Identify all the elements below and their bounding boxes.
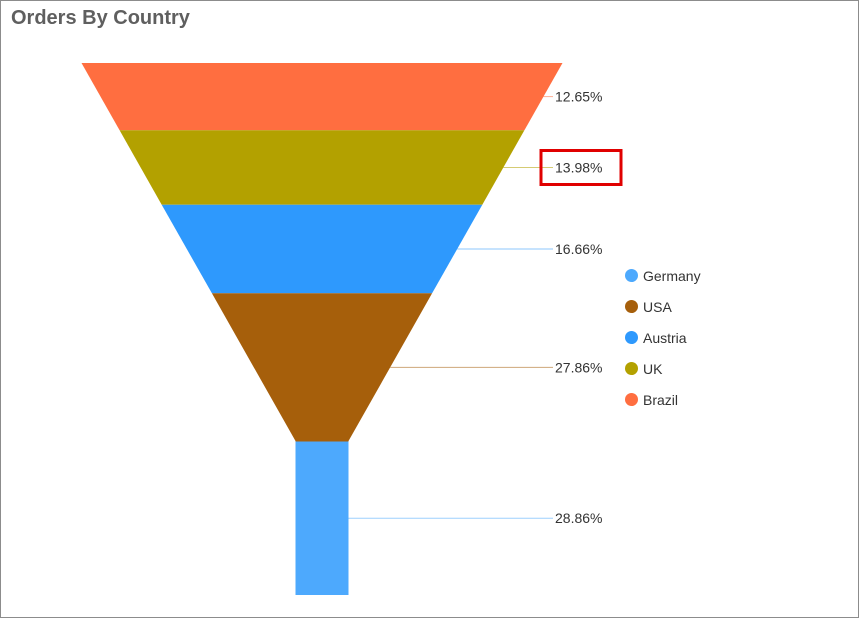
highlight-box: [539, 149, 623, 186]
data-label-austria: 16.66%: [555, 241, 602, 257]
legend: Germany USA Austria UK Brazil: [625, 260, 701, 415]
funnel-segment-usa[interactable]: [211, 293, 433, 442]
data-label-germany: 28.86%: [555, 510, 602, 526]
legend-item-austria[interactable]: Austria: [625, 322, 701, 353]
chart-title: Orders By Country: [11, 7, 190, 29]
legend-marker: [625, 331, 638, 344]
legend-marker: [625, 393, 638, 406]
legend-marker: [625, 269, 638, 282]
legend-item-brazil[interactable]: Brazil: [625, 384, 701, 415]
legend-label: UK: [643, 360, 663, 377]
funnel-segment-uk[interactable]: [119, 130, 525, 205]
funnel-segment-brazil[interactable]: [81, 63, 563, 131]
connector-lines: [348, 96, 553, 519]
legend-label: Germany: [643, 267, 701, 284]
data-labels: 12.65% 13.98% 16.66% 27.86% 28.86%: [539, 89, 623, 526]
data-label-usa: 27.86%: [555, 359, 602, 375]
legend-marker: [625, 300, 638, 313]
funnel-segment-germany[interactable]: [295, 441, 349, 596]
legend-item-germany[interactable]: Germany: [625, 260, 701, 291]
legend-marker: [625, 362, 638, 375]
funnel-segments: [81, 63, 563, 596]
legend-item-uk[interactable]: UK: [625, 353, 701, 384]
data-label-brazil: 12.65%: [555, 89, 602, 105]
legend-label: Austria: [643, 329, 687, 346]
legend-label: USA: [643, 298, 672, 315]
funnel-segment-austria[interactable]: [161, 204, 483, 294]
legend-label: Brazil: [643, 391, 679, 408]
legend-item-usa[interactable]: USA: [625, 291, 701, 322]
data-label-uk: 13.98%: [555, 160, 602, 176]
